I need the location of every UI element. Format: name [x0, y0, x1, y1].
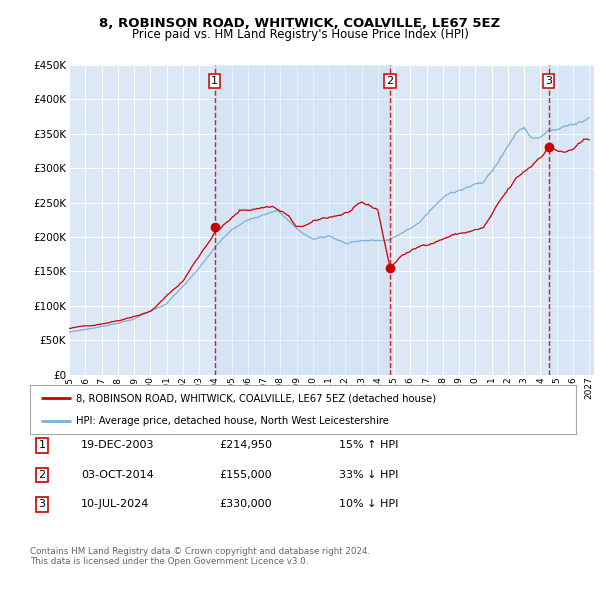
- Text: 15% ↑ HPI: 15% ↑ HPI: [339, 441, 398, 450]
- Text: £214,950: £214,950: [219, 441, 272, 450]
- Text: 19-DEC-2003: 19-DEC-2003: [81, 441, 155, 450]
- Text: 03-OCT-2014: 03-OCT-2014: [81, 470, 154, 480]
- Text: 33% ↓ HPI: 33% ↓ HPI: [339, 470, 398, 480]
- Text: £330,000: £330,000: [219, 500, 272, 509]
- Text: 3: 3: [38, 500, 46, 509]
- Bar: [549, 65, 594, 375]
- Text: 1: 1: [38, 441, 46, 450]
- Text: 1: 1: [211, 76, 218, 86]
- Bar: [215, 65, 390, 375]
- Text: 2: 2: [38, 470, 46, 480]
- Text: HPI: Average price, detached house, North West Leicestershire: HPI: Average price, detached house, Nort…: [76, 415, 389, 425]
- Text: 8, ROBINSON ROAD, WHITWICK, COALVILLE, LE67 5EZ: 8, ROBINSON ROAD, WHITWICK, COALVILLE, L…: [100, 17, 500, 30]
- Text: 8, ROBINSON ROAD, WHITWICK, COALVILLE, LE67 5EZ (detached house): 8, ROBINSON ROAD, WHITWICK, COALVILLE, L…: [76, 394, 437, 404]
- Text: This data is licensed under the Open Government Licence v3.0.: This data is licensed under the Open Gov…: [30, 558, 308, 566]
- Text: 3: 3: [545, 76, 553, 86]
- Text: 2: 2: [386, 76, 394, 86]
- Text: 10% ↓ HPI: 10% ↓ HPI: [339, 500, 398, 509]
- Text: 10-JUL-2024: 10-JUL-2024: [81, 500, 149, 509]
- Text: £155,000: £155,000: [219, 470, 272, 480]
- Text: Price paid vs. HM Land Registry's House Price Index (HPI): Price paid vs. HM Land Registry's House …: [131, 28, 469, 41]
- Text: Contains HM Land Registry data © Crown copyright and database right 2024.: Contains HM Land Registry data © Crown c…: [30, 547, 370, 556]
